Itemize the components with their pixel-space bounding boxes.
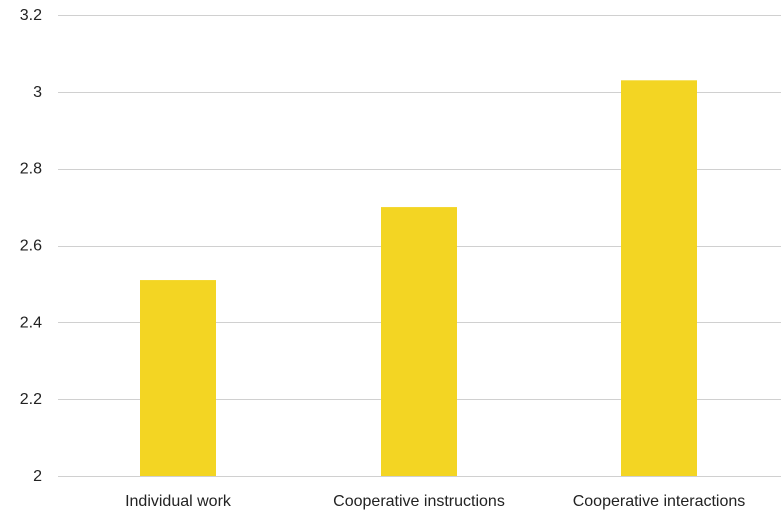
x-category-label: Cooperative interactions	[573, 493, 746, 510]
bar	[381, 207, 457, 477]
bars	[140, 80, 697, 477]
x-category-label: Cooperative instructions	[333, 493, 505, 510]
bar	[621, 80, 697, 476]
y-tick-label: 3.2	[20, 7, 42, 24]
y-tick-label: 2.2	[20, 391, 42, 408]
y-tick-label: 2	[33, 468, 42, 485]
y-tick-label: 2.6	[20, 238, 42, 255]
y-tick-label: 2.4	[20, 314, 42, 331]
y-tick-label: 3	[33, 84, 42, 101]
x-category-label: Individual work	[125, 493, 232, 510]
y-tick-label: 2.8	[20, 161, 42, 178]
bar	[140, 280, 216, 476]
x-axis-category-labels: Individual work Cooperative instructions C…	[125, 493, 745, 510]
y-axis-tick-labels: 2 2.2 2.4 2.6 2.8 3 3.2	[20, 7, 42, 485]
